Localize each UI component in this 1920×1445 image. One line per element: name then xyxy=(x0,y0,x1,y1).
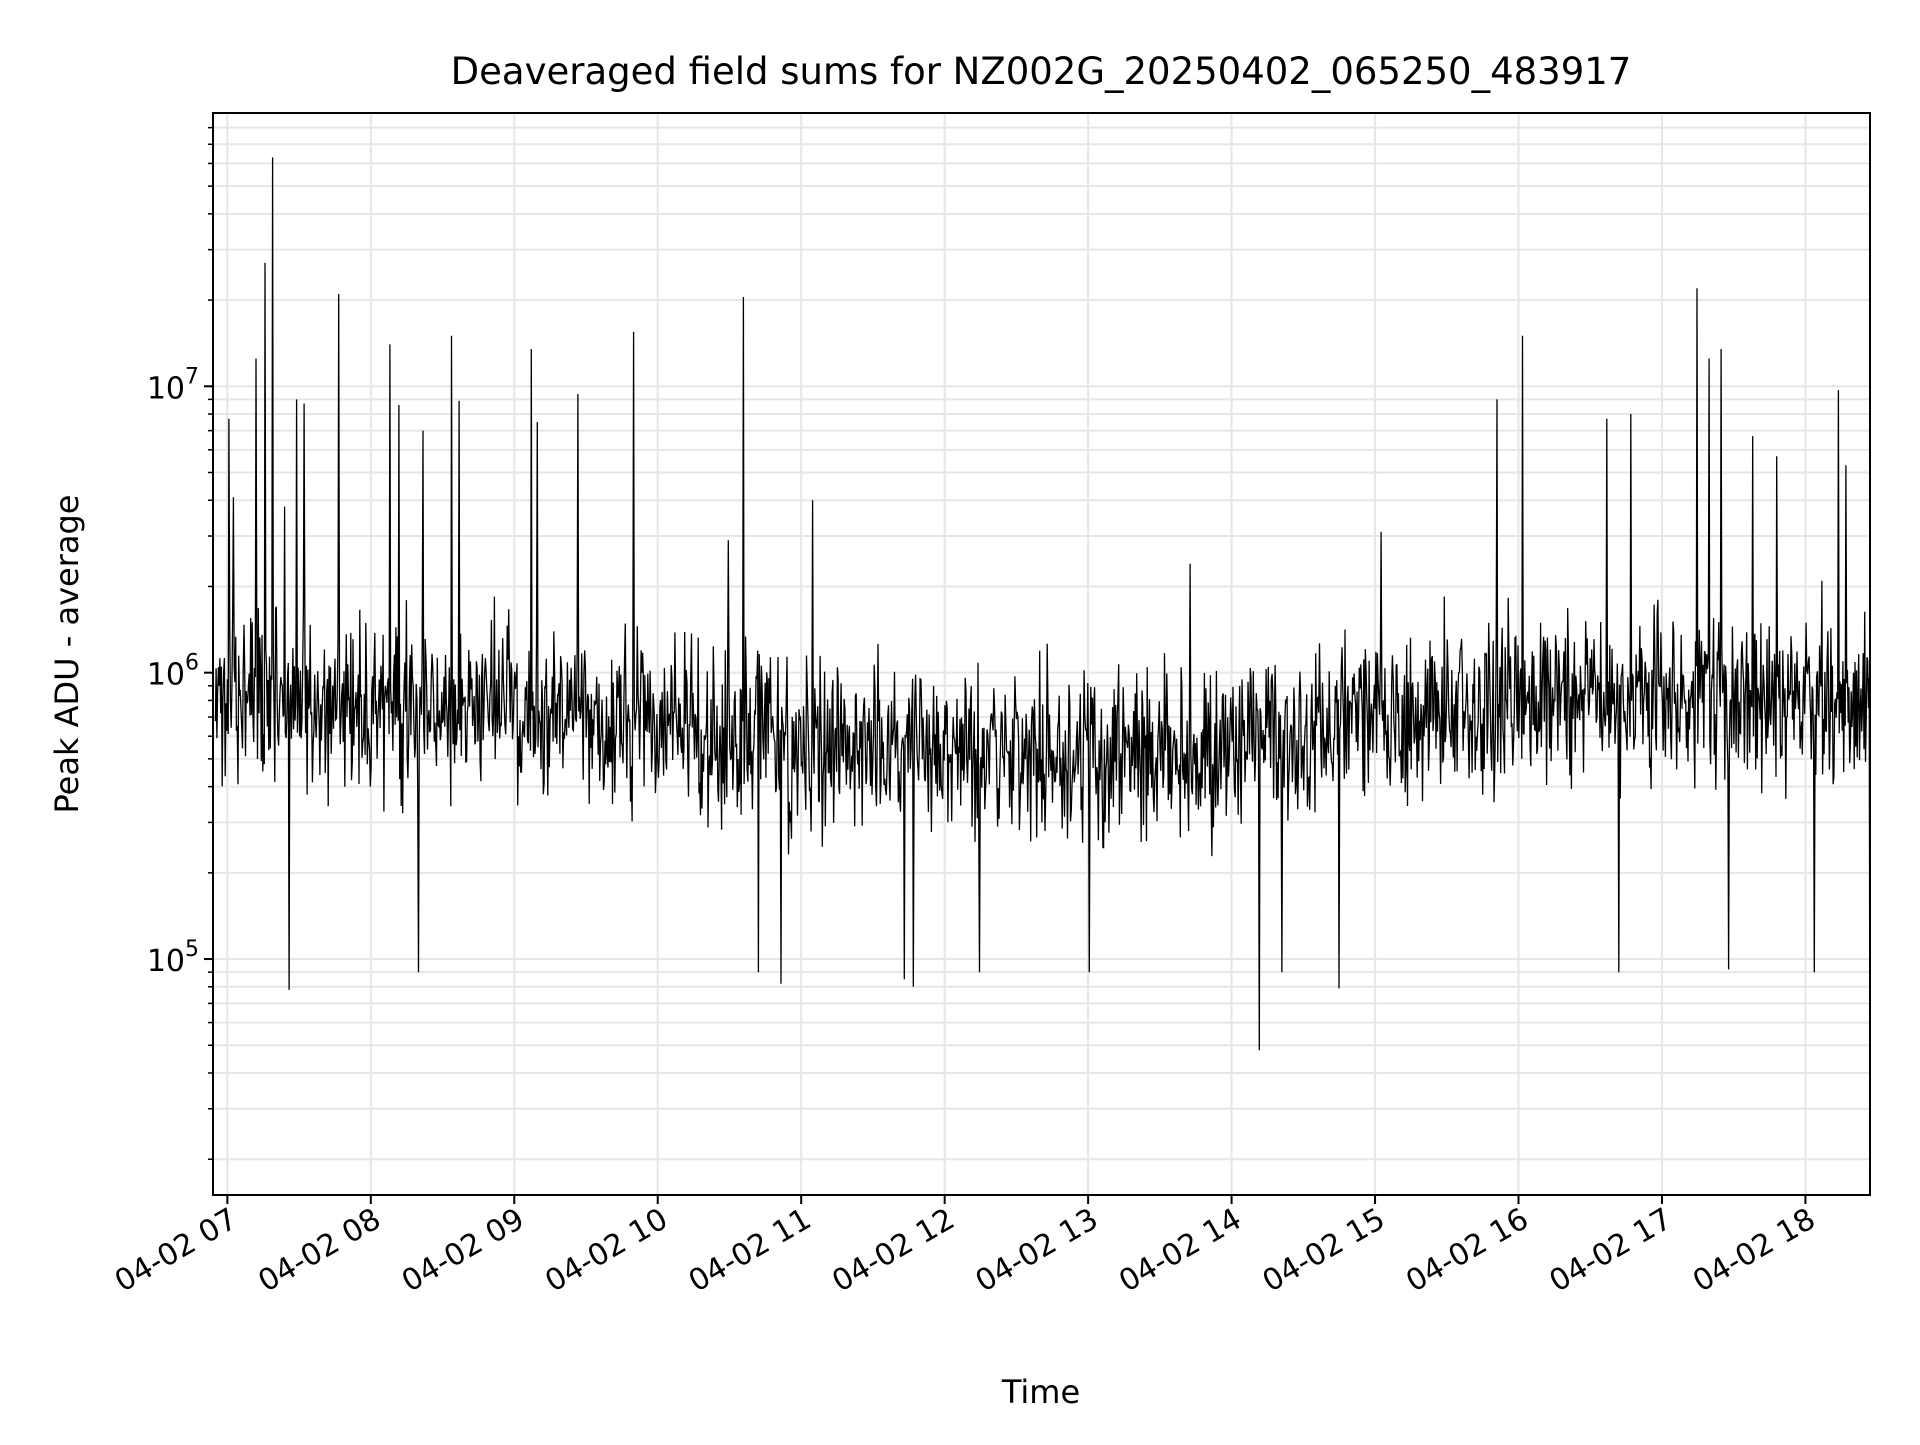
y-tick-label: 106 xyxy=(147,651,199,693)
x-axis-label: Time xyxy=(1001,1373,1080,1411)
y-axis-ticks: 105 106 107 xyxy=(147,126,213,1160)
plot-frame xyxy=(212,112,1871,1196)
chart-title: Deaveraged field sums for NZ002G_2025040… xyxy=(451,50,1632,93)
y-axis-label: Peak ADU - average xyxy=(48,495,86,814)
y-tick-label: 105 xyxy=(147,937,199,979)
series-line xyxy=(214,157,1871,1122)
data-series xyxy=(214,157,1871,1122)
y-tick-label: 107 xyxy=(147,364,199,406)
